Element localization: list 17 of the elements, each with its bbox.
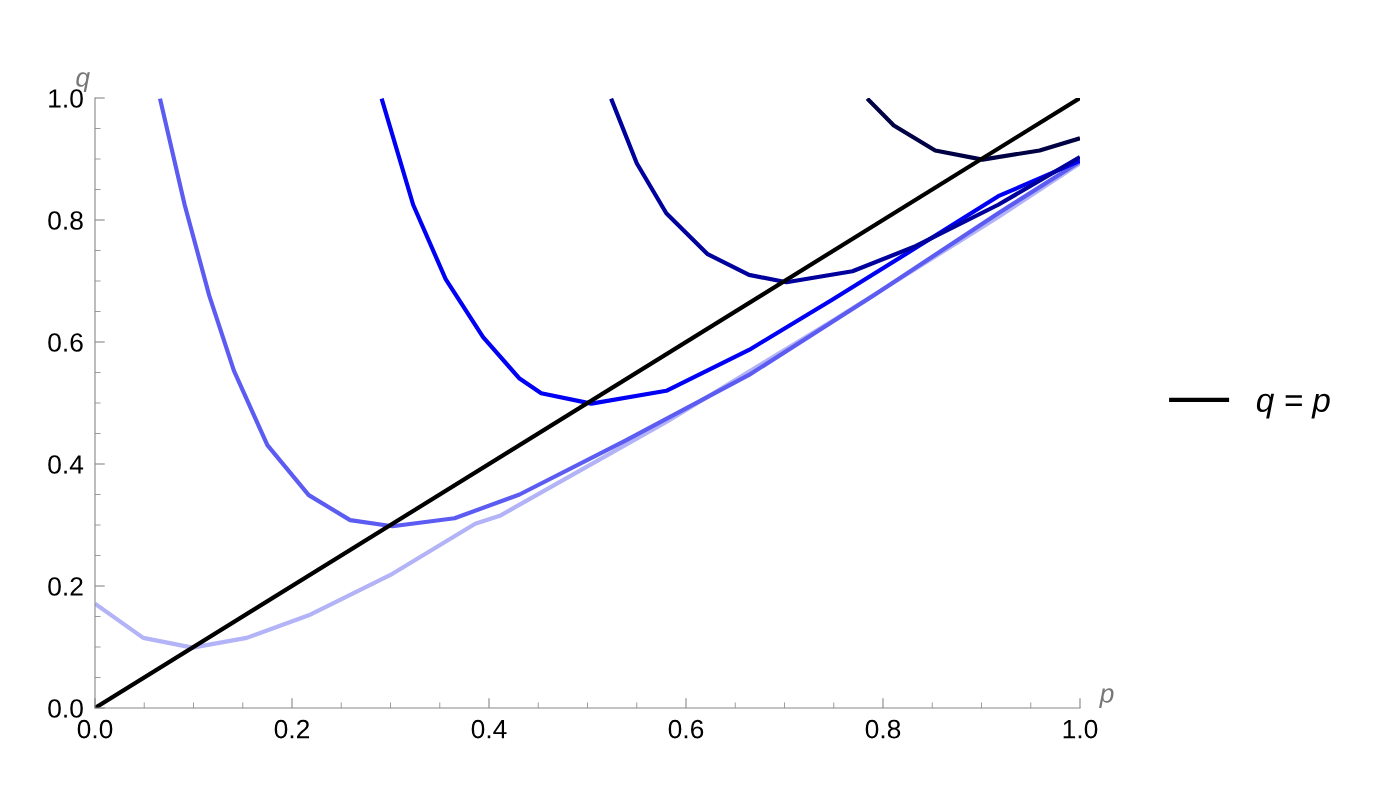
y-tick-label: 0.0 [48,699,83,718]
legend-label: q = p [1256,393,1330,419]
line-series [379,98,1080,406]
y-tick-label: 0.4 [48,455,84,474]
x-tick-label: 0.6 [668,719,704,739]
y-tick-label: 0.2 [48,577,83,596]
y-tick-label: 0.8 [48,211,83,230]
x-tick-label: 0.2 [274,719,310,739]
line-series [609,98,1080,285]
line-series [157,98,1080,529]
x-axis-title: p [1099,688,1114,708]
y-tick-label: 0.6 [48,333,83,352]
x-tick-label: 1.0 [1063,719,1098,739]
x-tick-label: 0.8 [865,719,901,739]
line-series [865,98,1080,162]
x-tick-label: 0.0 [77,719,113,739]
x-tick-label: 0.4 [471,719,507,739]
